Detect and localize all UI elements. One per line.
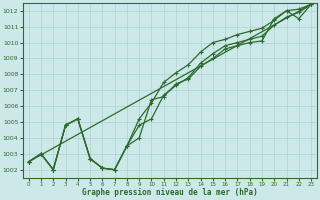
X-axis label: Graphe pression niveau de la mer (hPa): Graphe pression niveau de la mer (hPa) <box>82 188 258 197</box>
